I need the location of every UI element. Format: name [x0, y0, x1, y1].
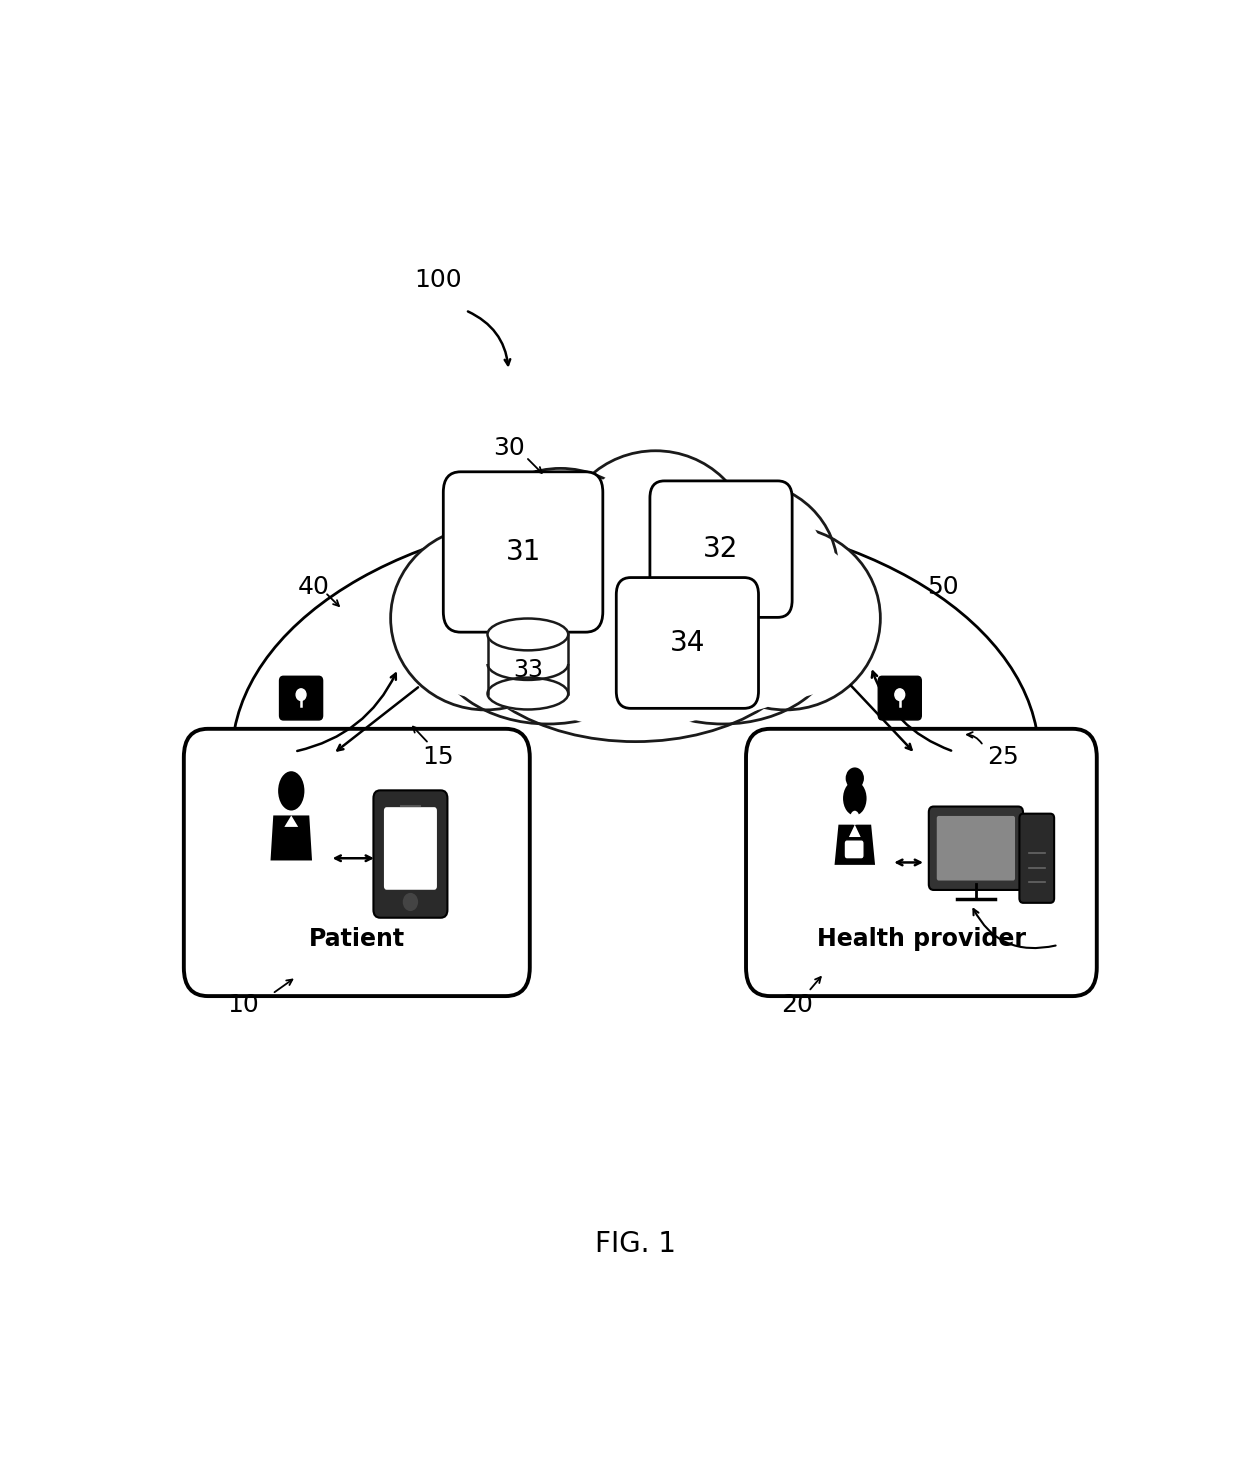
- Ellipse shape: [435, 566, 661, 724]
- Ellipse shape: [702, 538, 869, 699]
- Circle shape: [296, 688, 306, 700]
- FancyBboxPatch shape: [384, 806, 436, 889]
- Ellipse shape: [560, 450, 750, 634]
- FancyBboxPatch shape: [844, 840, 864, 860]
- Ellipse shape: [391, 527, 580, 710]
- Ellipse shape: [610, 566, 836, 724]
- Ellipse shape: [691, 527, 880, 710]
- FancyBboxPatch shape: [878, 676, 921, 719]
- FancyBboxPatch shape: [746, 728, 1096, 995]
- Ellipse shape: [460, 468, 661, 674]
- Ellipse shape: [851, 811, 859, 824]
- Text: Patient: Patient: [309, 928, 405, 951]
- FancyBboxPatch shape: [616, 578, 759, 709]
- Ellipse shape: [402, 538, 569, 699]
- Ellipse shape: [658, 483, 838, 659]
- Circle shape: [846, 768, 864, 789]
- Ellipse shape: [572, 462, 739, 623]
- Polygon shape: [487, 635, 568, 694]
- FancyBboxPatch shape: [373, 790, 448, 917]
- Polygon shape: [835, 824, 875, 866]
- Ellipse shape: [472, 480, 649, 660]
- Text: 30: 30: [492, 436, 525, 459]
- Polygon shape: [270, 815, 312, 861]
- Text: 32: 32: [703, 535, 739, 563]
- FancyBboxPatch shape: [936, 815, 1016, 880]
- FancyBboxPatch shape: [444, 471, 603, 632]
- Text: 100: 100: [414, 267, 463, 291]
- Circle shape: [403, 894, 418, 911]
- Ellipse shape: [449, 575, 647, 715]
- Ellipse shape: [487, 678, 568, 709]
- Text: 25: 25: [987, 746, 1018, 770]
- Text: 34: 34: [670, 629, 706, 657]
- Text: 50: 50: [928, 575, 959, 598]
- Text: 33: 33: [513, 657, 543, 682]
- Polygon shape: [849, 824, 861, 837]
- Ellipse shape: [477, 526, 794, 728]
- Text: 10: 10: [227, 993, 259, 1018]
- FancyBboxPatch shape: [1019, 814, 1054, 902]
- Text: 20: 20: [781, 993, 813, 1018]
- FancyBboxPatch shape: [279, 676, 322, 719]
- Polygon shape: [284, 815, 298, 827]
- FancyBboxPatch shape: [929, 806, 1023, 891]
- Text: 15: 15: [423, 746, 454, 770]
- Text: 31: 31: [506, 538, 541, 566]
- Circle shape: [895, 688, 905, 700]
- Ellipse shape: [487, 619, 568, 650]
- Ellipse shape: [843, 781, 867, 815]
- FancyBboxPatch shape: [184, 728, 529, 995]
- Text: FIG. 1: FIG. 1: [595, 1230, 676, 1258]
- Ellipse shape: [278, 771, 304, 811]
- Text: Health provider: Health provider: [817, 928, 1025, 951]
- FancyBboxPatch shape: [650, 482, 792, 617]
- Text: 40: 40: [298, 575, 330, 598]
- Ellipse shape: [624, 575, 822, 715]
- Ellipse shape: [668, 493, 827, 648]
- Ellipse shape: [455, 513, 816, 741]
